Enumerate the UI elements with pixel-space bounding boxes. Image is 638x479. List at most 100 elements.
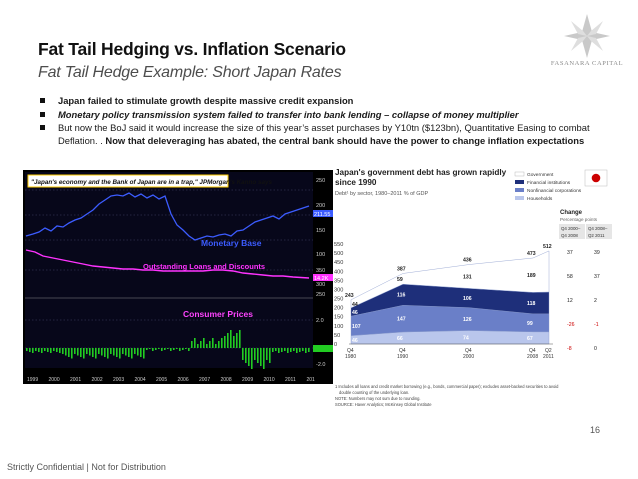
x-tick-label: Q4 — [529, 348, 536, 354]
cpi-bar — [47, 348, 49, 352]
axis-label: -2.0 — [316, 362, 325, 368]
cpi-bar — [236, 333, 238, 348]
footnote-line1: 1 Includes all loans and credit market b… — [335, 384, 559, 389]
area-value-label: 67 — [527, 336, 533, 342]
cpi-bar — [302, 348, 304, 351]
year-label: 2003 — [113, 377, 124, 383]
change-value: -26 — [567, 322, 575, 328]
cpi-bar — [248, 348, 250, 366]
x-tick-label: 2000 — [463, 354, 474, 360]
x-tick-label: 1990 — [397, 354, 408, 360]
cpi-bar — [116, 348, 118, 357]
cpi-bar — [56, 348, 58, 352]
year-label: 2006 — [178, 377, 189, 383]
cpi-bar — [251, 348, 253, 369]
logo-text: FASANARA CAPITAL — [550, 60, 624, 67]
change-value: 58 — [567, 274, 573, 280]
cpi-bar — [44, 348, 46, 351]
cpi-bar — [200, 341, 202, 348]
cpi-bar — [245, 348, 247, 363]
cpi-bar — [167, 348, 169, 349]
loans-value-tag — [313, 274, 333, 281]
cpi-bar — [182, 348, 184, 350]
area-value-label: 44 — [352, 302, 358, 308]
year-label: 2011 — [285, 377, 296, 383]
monetary-base-label: Monetary Base — [201, 238, 262, 248]
cpi-bar — [224, 336, 226, 348]
area-value-label: 116 — [397, 293, 405, 299]
cpi-bar — [230, 330, 232, 348]
cpi-bar — [266, 348, 268, 360]
axis-label: 200 — [316, 203, 325, 209]
area-value-label: 99 — [527, 321, 533, 327]
cpi-bar — [68, 348, 70, 357]
cpi-bar — [284, 348, 286, 351]
page-number: 16 — [590, 425, 601, 435]
cpi-bar — [188, 348, 190, 351]
year-axis: 1999 2000 2001 2002 2003 2004 2005 2006 2007 2008… — [27, 377, 315, 383]
stacked-area — [349, 250, 553, 345]
cpi-bar — [272, 348, 274, 352]
cpi-value-tag — [313, 345, 333, 352]
legend-item: Households — [527, 196, 553, 202]
quote-box — [27, 174, 229, 188]
cpi-bar — [257, 348, 259, 363]
cpi-bar — [221, 338, 223, 348]
change-value: 0 — [594, 346, 597, 352]
bullet-item: But now the BoJ said it would increase t… — [38, 122, 604, 147]
area-value-label: 118 — [527, 301, 535, 307]
debt-chart-title-line2: since 1990 — [335, 178, 377, 187]
change-value: -8 — [567, 346, 572, 352]
cpi-bar — [53, 348, 55, 351]
change-value: 37 — [567, 250, 573, 256]
bullet-text: Japan failed to stimulate growth despite… — [58, 95, 354, 106]
axis-label: 2.0 — [316, 318, 324, 324]
bullet-list: Japan failed to stimulate growth despite… — [38, 95, 604, 148]
axis-label: 100 — [316, 252, 325, 258]
cpi-bar — [104, 348, 106, 357]
year-label: 2002 — [92, 377, 103, 383]
cpi-bar — [59, 348, 61, 353]
bullet-item: Monetary policy transmission system fail… — [38, 109, 604, 122]
x-tick-label: Q2 — [545, 348, 552, 354]
cpi-bar — [26, 348, 28, 351]
cpi-bar — [131, 348, 133, 359]
cpi-bar — [83, 348, 85, 359]
change-value: 12 — [567, 298, 573, 304]
x-tick-label: Q4 — [347, 348, 354, 354]
y-tick-label: 500 — [334, 251, 343, 257]
change-values: 37 39 58 37 12 2 -26 -1 -8 0 — [567, 250, 600, 352]
cpi-bar — [293, 348, 295, 351]
y-tick-label: 300 — [334, 287, 343, 293]
cpi-bar — [95, 348, 97, 359]
year-label: 2009 — [242, 377, 253, 383]
y-tick-label: 100 — [334, 324, 343, 330]
grid — [25, 189, 313, 349]
cpi-bar — [119, 348, 121, 359]
cpi-bar — [143, 348, 145, 359]
cpi-bar — [278, 348, 280, 353]
footnote-note: NOTE: Numbers may not sum due to roundin… — [335, 396, 421, 401]
cpi-bar — [254, 348, 256, 360]
area-value-label: 189 — [527, 273, 536, 279]
mb-value: 211.55 — [314, 212, 330, 218]
year-label: 1999 — [27, 377, 38, 383]
cpi-bar — [308, 348, 310, 352]
cpi-bar — [71, 348, 73, 359]
cpi-bar — [227, 333, 229, 348]
cpi-bar — [263, 348, 265, 369]
slide-subtitle: Fat Tail Hedge Example: Short Japan Rate… — [38, 64, 342, 81]
year-label: 2007 — [199, 377, 210, 383]
cpi-bar — [65, 348, 67, 356]
cpi-bar — [35, 348, 37, 351]
x-tick-label: Q4 — [399, 348, 406, 354]
debt-chart-subtitle: Debt¹ by sector, 1980–2011 % of GDP — [335, 191, 428, 197]
cpi-bars — [26, 330, 310, 369]
year-label: 2004 — [135, 377, 146, 383]
change-value: -1 — [594, 322, 599, 328]
area-value-label: 66 — [397, 336, 403, 342]
cpi-bar — [89, 348, 91, 356]
cpi-bar — [281, 348, 283, 352]
cpi-bar — [134, 348, 136, 354]
